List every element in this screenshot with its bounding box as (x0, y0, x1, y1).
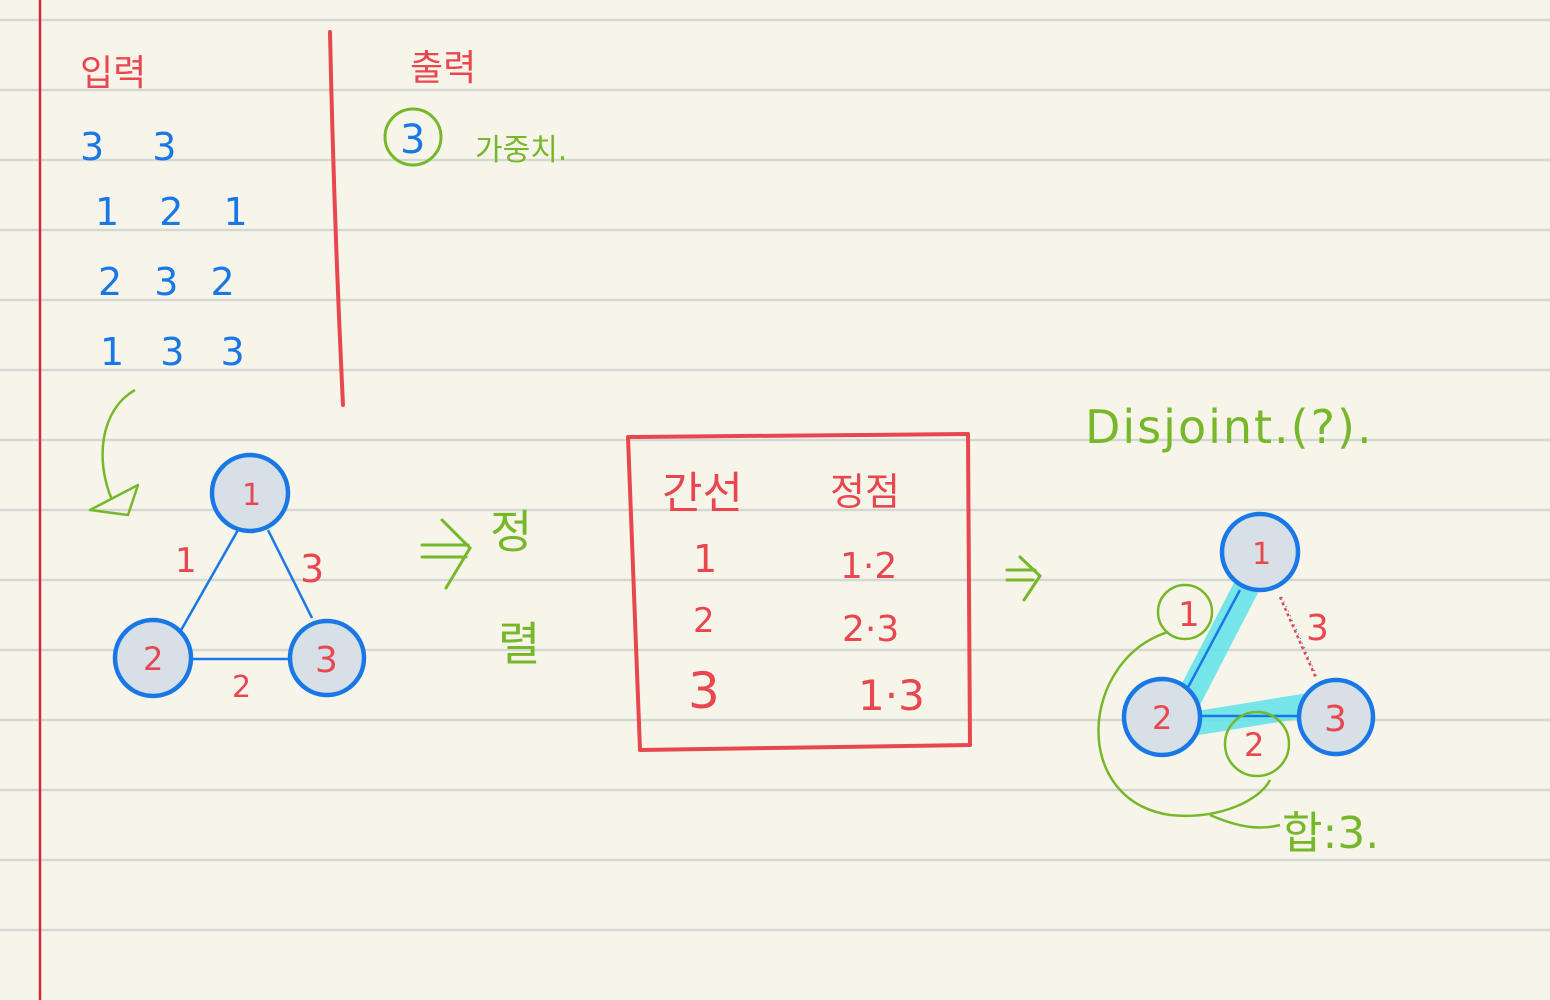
mst-node-3-label: 3 (1324, 699, 1347, 740)
table-row-1-weight: 1 (693, 537, 717, 581)
mst-rejected-weight: 3 (1306, 608, 1329, 649)
input-graph: 1 2 3 1 3 2 (112, 452, 367, 705)
section-divider (328, 30, 345, 407)
edge-weight-1-3: 3 (300, 547, 324, 591)
sort-label-1: 정 (490, 505, 532, 559)
edge-weight-1-2: 1 (175, 541, 197, 581)
table-row-1-vertices: 1·2 (840, 546, 897, 587)
mst-sum: 합:3. (1282, 808, 1379, 859)
mst-edge-1-2 (1183, 589, 1242, 694)
output-note: 가중치. (475, 133, 567, 168)
input-line-3: 2 3 2 (98, 260, 245, 304)
mst-weight-1: 1 (1178, 595, 1200, 635)
input-heading: 입력 (80, 53, 146, 94)
ruled-lines (0, 18, 1550, 932)
curved-arrow-head-icon (88, 483, 140, 517)
table-row-3-vertices: 1·3 (858, 671, 925, 720)
input-line-2: 1 2 1 (95, 190, 262, 234)
output-value: 3 (400, 117, 425, 163)
mst-highlight-1-2 (1175, 567, 1263, 713)
mst-highlight-2-3 (1180, 692, 1327, 736)
graph-node-3 (287, 618, 367, 698)
mst-weight-2: 2 (1244, 726, 1264, 764)
table-header-vertex: 정점 (830, 470, 900, 514)
graph-node-1 (209, 452, 291, 534)
graph-node-1-label: 1 (242, 478, 261, 513)
mst-node-1 (1219, 511, 1301, 593)
sorted-table-border (626, 432, 972, 752)
disjoint-label: Disjoint.(?). (1085, 400, 1374, 454)
mst-node-2-label: 2 (1152, 699, 1172, 737)
graph-node-2-label: 2 (143, 640, 163, 678)
table-row-2-weight: 2 (693, 601, 715, 641)
input-line-4: 1 3 3 (100, 330, 257, 374)
graph-node-2 (112, 617, 194, 699)
graph-node-3-label: 3 (315, 640, 338, 681)
sum-loop (1097, 630, 1281, 829)
table-row-3-weight: 3 (688, 662, 720, 720)
edge-weight-2-3: 2 (232, 670, 251, 705)
curved-arrow (101, 388, 136, 501)
arrow-to-mst-icon (1005, 555, 1042, 602)
mst-weight-2-circle (1223, 710, 1291, 778)
edge-1-3 (266, 529, 314, 619)
output-heading: 출력 (410, 48, 476, 89)
output-circle (383, 107, 443, 167)
mst-rejected-edge-1-3 (1278, 596, 1318, 679)
arrow-to-sort-icon (420, 518, 472, 590)
table-row-2-vertices: 2·3 (842, 609, 899, 650)
mst-node-1-label: 1 (1252, 537, 1271, 572)
edge-1-2 (178, 529, 240, 633)
table-header-edge: 간선 (662, 468, 743, 519)
sort-label-2: 렬 (498, 617, 540, 671)
mst-node-3 (1296, 677, 1376, 757)
mst-node-2 (1121, 676, 1203, 758)
input-line-1: 3 3 (80, 125, 194, 169)
mst-graph: 1 2 3 1 2 3 (1097, 511, 1376, 829)
mst-weight-1-circle (1156, 583, 1214, 641)
